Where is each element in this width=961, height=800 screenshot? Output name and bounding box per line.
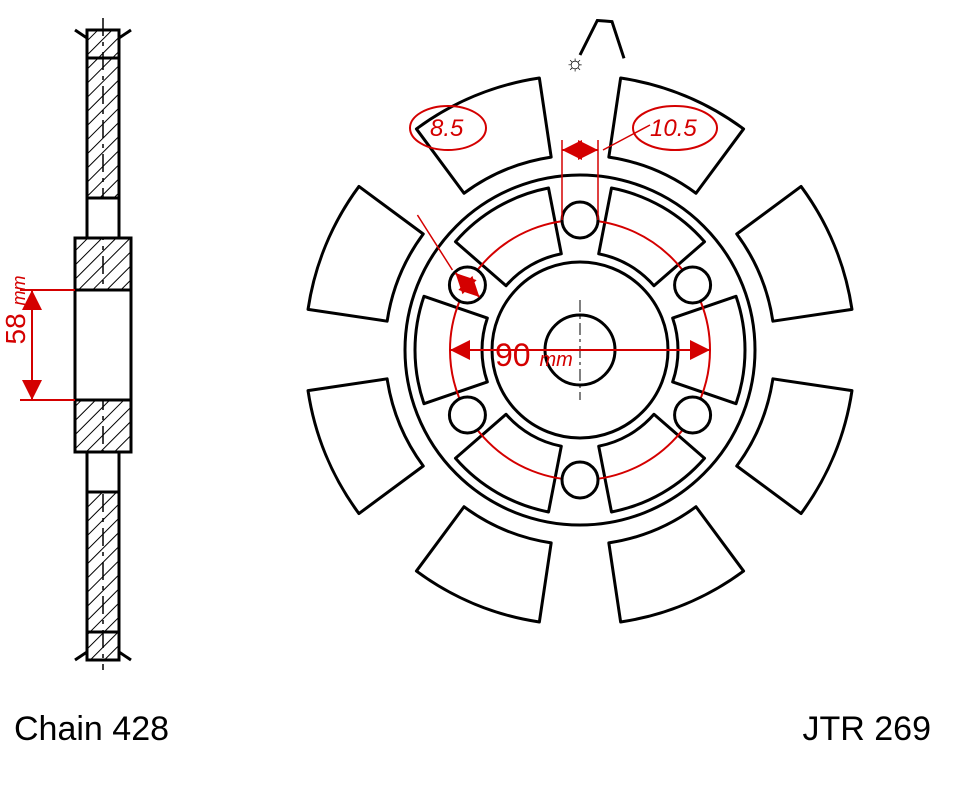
sprocket-front-view [308,21,852,622]
side-profile-view [20,18,131,670]
dimension-90-label: 90 mm [495,337,573,374]
bolt-hole [675,397,711,433]
chain-label: Chain 428 [14,710,169,749]
lightening-slot [416,507,551,622]
dimension-85-label: 8.5 [430,115,463,143]
sprocket-teeth-outline [580,21,624,59]
technical-drawing [0,0,961,800]
lightening-slot [737,379,852,514]
dimension-105-label: 10.5 [650,115,697,143]
bolt-hole [449,397,485,433]
bolt-hole [562,462,598,498]
lightening-slot [308,186,423,321]
bolt-hole [562,202,598,238]
part-number-label: JTR 269 [803,710,932,749]
jt-logo-icon: ☼ [565,50,585,76]
dimension-58-label: 58 mm [0,250,32,370]
lightening-slot [737,186,852,321]
lightening-slot [609,507,744,622]
bolt-hole [675,267,711,303]
lightening-slot [308,379,423,514]
